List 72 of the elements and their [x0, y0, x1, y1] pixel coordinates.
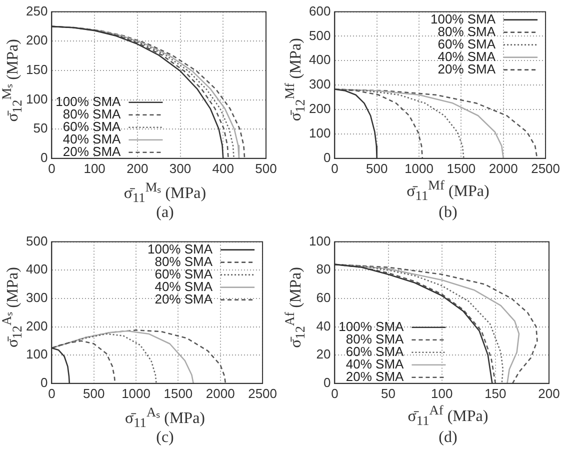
x-tick-label: 100: [84, 160, 106, 176]
text: (d): [438, 429, 458, 447]
x-tick-label: 1000: [404, 160, 434, 176]
y-tick-label: 0: [40, 150, 48, 165]
x-tick-label: 500: [255, 160, 277, 176]
y-tick-label: 300: [26, 290, 48, 306]
legend-label: 20% SMA: [154, 291, 213, 306]
legend-label: 20% SMA: [346, 368, 404, 384]
y-tick-label: 80: [316, 262, 331, 277]
legend-label: 20% SMA: [438, 61, 496, 76]
y-tick-label: 300: [308, 76, 331, 92]
x-tick-label: 200: [538, 386, 560, 401]
x-tick-label: 2500: [248, 386, 277, 401]
y-tick-label: 100: [26, 91, 48, 106]
legend-label: 100% SMA: [430, 11, 496, 26]
x-tick-label: 100: [430, 386, 453, 401]
y-tick-label: 500: [26, 233, 48, 248]
x-tick-label: 1500: [446, 160, 476, 176]
x-tick-label: 2000: [206, 386, 235, 401]
legend-label: 80% SMA: [346, 331, 404, 346]
x-tick-label: 300: [169, 160, 192, 176]
y-tick-label: 250: [26, 3, 48, 18]
legend-label: 100% SMA: [56, 94, 122, 109]
x-axis-title: σ̄$_{11}$$^{Mf}$ (MPa): [406, 178, 490, 204]
text: (a): [155, 204, 175, 222]
legend-label: 100% SMA: [147, 241, 213, 256]
x-axis-title: σ̄$_{11}$$^{Aₛ}$ (MPa): [125, 405, 205, 431]
x-tick-label: 500: [83, 386, 105, 401]
legend-label: 80% SMA: [62, 106, 122, 122]
y-tick-label: 0: [323, 374, 331, 390]
x-axis-title: σ̄$_{11}$$^{Mₛ}$ (MPa): [124, 180, 206, 206]
text: (b): [438, 204, 458, 222]
legend-label: 60% SMA: [346, 344, 404, 359]
legend-label: 40% SMA: [438, 48, 496, 64]
x-tick-label: 500: [366, 160, 388, 176]
legend-label: 20% SMA: [62, 144, 122, 159]
x-tick-label: 50: [381, 386, 396, 401]
legend-label: 80% SMA: [438, 24, 496, 39]
legend-label: 80% SMA: [154, 254, 213, 269]
y-tick-label: 200: [308, 101, 331, 116]
legend-label: 40% SMA: [62, 131, 122, 146]
y-tick-label: 100: [308, 126, 331, 141]
y-tick-label: 50: [33, 120, 48, 136]
x-tick-label: 1500: [164, 386, 193, 401]
y-tick-label: 0: [323, 150, 331, 165]
legend-label: 40% SMA: [346, 356, 404, 372]
legend-label: 60% SMA: [438, 36, 496, 52]
y-tick-label: 40: [316, 318, 331, 334]
x-axis-title: σ̄$_{11}$$^{Af}$ (MPa): [408, 403, 488, 429]
y-tick-label: 100: [26, 346, 48, 362]
x-tick-label: 400: [212, 160, 234, 176]
y-tick-label: 400: [308, 52, 331, 68]
y-tick-label: 0: [40, 374, 48, 390]
x-tick-label: 2000: [488, 160, 518, 176]
legend-label: 60% SMA: [62, 118, 122, 134]
text: (c): [155, 429, 175, 447]
x-tick-label: 200: [126, 160, 148, 176]
legend-label: 60% SMA: [154, 266, 213, 282]
legend-label: 100% SMA: [338, 318, 404, 334]
x-tick-label: 1000: [122, 386, 150, 401]
y-tick-label: 150: [26, 62, 48, 78]
y-tick-label: 60: [316, 290, 331, 306]
y-tick-label: 20: [316, 346, 331, 362]
x-tick-label: 2500: [531, 160, 560, 176]
y-tick-label: 400: [26, 262, 48, 277]
y-tick-label: 100: [308, 233, 331, 248]
y-tick-label: 200: [26, 32, 48, 48]
y-tick-label: 600: [308, 3, 331, 18]
y-tick-label: 200: [26, 318, 48, 334]
y-tick-label: 500: [308, 28, 331, 43]
legend-label: 40% SMA: [154, 278, 213, 294]
x-tick-label: 150: [484, 386, 506, 401]
